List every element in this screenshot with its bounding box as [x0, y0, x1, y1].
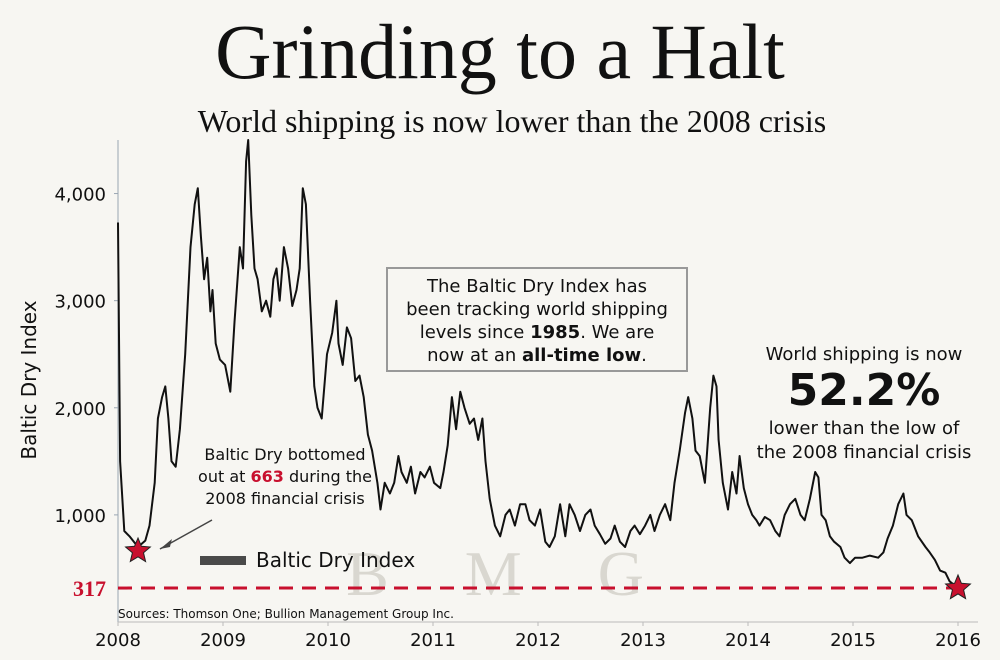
chart-title: Grinding to a Halt	[215, 8, 785, 95]
watermark: B M G	[346, 538, 674, 609]
note-line: been tracking world shipping	[406, 299, 668, 320]
note-text: been tracking world shipping	[406, 299, 668, 320]
note-text: now at an	[427, 345, 522, 366]
note-text: 1985	[530, 322, 580, 343]
low-note-line: 2008 financial crisis	[205, 489, 364, 508]
right-note-line: lower than the low of	[769, 418, 960, 439]
x-tick-label: 2016	[935, 630, 981, 651]
note-arrowhead	[159, 538, 172, 549]
note-line: levels since 1985. We are	[420, 322, 655, 343]
star-marker	[124, 536, 152, 563]
low-note-value: 663	[251, 467, 284, 486]
chart-subtitle: World shipping is now lower than the 200…	[198, 103, 826, 139]
note-text: . We are	[580, 322, 654, 343]
low-note-text: out at	[198, 467, 250, 486]
note-text: levels since	[420, 322, 530, 343]
note-text: .	[641, 345, 647, 366]
x-tick-label: 2014	[725, 630, 771, 651]
x-tick-label: 2009	[200, 630, 246, 651]
reference-label: 317	[73, 576, 106, 601]
x-tick-label: 2011	[410, 630, 456, 651]
y-tick-label: 2,000	[54, 399, 106, 420]
y-tick-label: 4,000	[54, 185, 106, 206]
x-tick-label: 2015	[830, 630, 876, 651]
y-tick-label: 3,000	[54, 292, 106, 313]
right-note-line: World shipping is now	[766, 344, 963, 365]
y-axis-label: Baltic Dry Index	[17, 300, 41, 459]
legend-label: Baltic Dry Index	[256, 548, 415, 572]
note-box	[386, 267, 688, 372]
low-note-line: Baltic Dry bottomed	[204, 445, 365, 464]
right-note-big: 52.2%	[788, 365, 941, 416]
star-marker	[944, 573, 972, 600]
y-tick-label: 1,000	[54, 506, 106, 527]
x-tick-label: 2013	[620, 630, 666, 651]
low-note-line: out at 663 during the	[198, 467, 372, 486]
note-line: now at an all-time low.	[427, 345, 647, 366]
note-text: all-time low	[522, 345, 641, 366]
data-line	[117, 139, 959, 589]
right-note-line: the 2008 financial crisis	[757, 442, 972, 463]
x-tick-label: 2008	[95, 630, 141, 651]
legend-swatch	[200, 556, 246, 565]
note-line: The Baltic Dry Index has	[426, 276, 647, 297]
x-tick-label: 2010	[305, 630, 351, 651]
note-text: The Baltic Dry Index has	[426, 276, 647, 297]
source-note: Sources: Thomson One; Bullion Management…	[118, 607, 454, 621]
low-note-text: during the	[284, 467, 372, 486]
x-tick-label: 2012	[515, 630, 561, 651]
